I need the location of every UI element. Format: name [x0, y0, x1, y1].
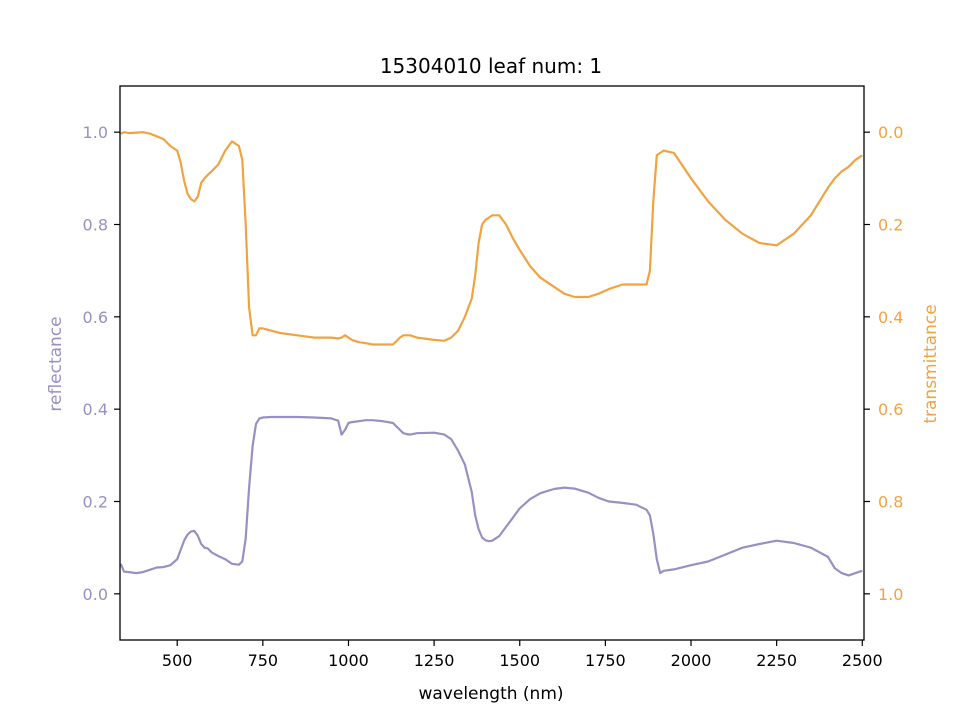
y-right-tick-label: 0.0	[878, 123, 903, 142]
y-left-tick-label: 0.0	[83, 585, 108, 604]
y-axis-label-right: transmittance	[921, 304, 941, 423]
x-axis: 500 750 1000 1250 1500 1750 2000 2250 2500	[162, 640, 883, 670]
y-left-tick-label: 0.8	[83, 216, 108, 235]
y-right-tick-label: 0.4	[878, 308, 903, 327]
x-tick-label: 1750	[585, 651, 626, 670]
y-right-tick-label: 0.6	[878, 400, 903, 419]
x-tick-label: 2250	[756, 651, 797, 670]
y-axis-right: 0.0 0.2 0.4 0.6 0.8 1.0	[864, 123, 903, 604]
x-tick-label: 1500	[499, 651, 540, 670]
plot-lines	[119, 131, 863, 577]
y-axis-left: 0.0 0.2 0.4 0.6 0.8 1.0	[83, 123, 120, 604]
transmittance-line	[120, 131, 863, 346]
x-tick-label: 2500	[842, 651, 883, 670]
y-right-tick-label: 0.2	[878, 216, 903, 235]
y-left-tick-label: 0.6	[83, 308, 108, 327]
chart-title: 15304010 leaf num: 1	[380, 54, 602, 78]
y-right-tick-label: 0.8	[878, 493, 903, 512]
y-left-tick-label: 1.0	[83, 123, 108, 142]
x-tick-label: 1000	[328, 651, 369, 670]
y-axis-label-left: reflectance	[46, 316, 66, 411]
x-axis-label: wavelength (nm)	[418, 684, 563, 704]
y-left-tick-label: 0.2	[83, 493, 108, 512]
y-right-tick-label: 1.0	[878, 585, 903, 604]
reflectance-line	[119, 415, 863, 577]
x-tick-label: 500	[162, 651, 193, 670]
x-tick-label: 2000	[671, 651, 712, 670]
y-left-tick-label: 0.4	[83, 400, 108, 419]
x-tick-label: 1250	[414, 651, 455, 670]
plot-frame	[119, 85, 865, 641]
x-tick-label: 750	[248, 651, 279, 670]
